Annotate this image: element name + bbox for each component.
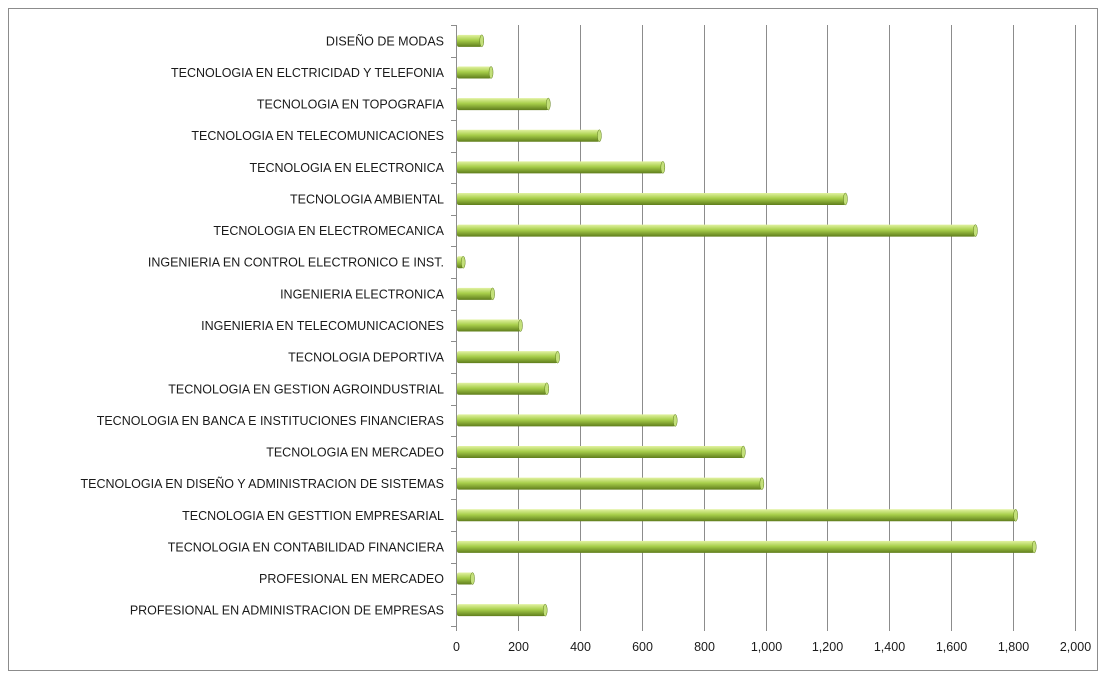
bar-end-cap [470, 572, 475, 585]
bar-body [457, 129, 600, 142]
bar-body [457, 477, 762, 490]
category-label: TECNOLOGIA AMBIENTAL [290, 192, 444, 206]
bar-end-cap [741, 445, 746, 459]
category-label: TECNOLOGIA EN GESTION AGROINDUSTRIAL [168, 382, 444, 396]
bar-body [457, 161, 663, 174]
bar [457, 382, 550, 396]
category-label: TECNOLOGIA EN ELECTRONICA [250, 161, 445, 175]
bar [457, 350, 560, 364]
category-label: PROFESIONAL EN ADMINISTRACION DE EMPRESA… [130, 604, 444, 618]
bar [457, 192, 848, 206]
bar-body [457, 540, 1035, 553]
bars [457, 34, 1037, 617]
bar [457, 445, 746, 459]
bar-body [457, 192, 846, 205]
bar-chart: DISEÑO DE MODAS TECNOLOGIA EN ELCTRICIDAD… [80, 25, 1091, 654]
x-tick-label: 1,400 [874, 640, 905, 654]
x-tick-label: 1,200 [812, 640, 843, 654]
bar [457, 129, 602, 142]
category-label: TECNOLOGIA EN ELCTRICIDAD Y TELEFONIA [171, 66, 445, 80]
bar-body [457, 604, 546, 617]
bar-body [457, 66, 492, 79]
category-label: TECNOLOGIA EN TOPOGRAFIA [257, 98, 445, 112]
category-label: TECNOLOGIA EN TELECOMUNICACIONES [191, 129, 444, 143]
bar [457, 414, 678, 427]
bar [457, 255, 466, 269]
bar-body [457, 98, 549, 111]
x-tick-label: 1,000 [751, 640, 782, 654]
bar [457, 477, 765, 490]
category-label: TECNOLOGIA DEPORTIVA [288, 351, 444, 365]
x-tick-label: 600 [632, 640, 653, 654]
x-tick-labels: 0 200 400 600 800 1,000 1,200 1,400 1,600 1,800 2,… [453, 640, 1091, 654]
x-tick-label: 1,600 [936, 640, 967, 654]
bar [457, 34, 485, 48]
bar-end-cap [973, 224, 978, 237]
category-label: TECNOLOGIA EN CONTABILIDAD FINANCIERA [168, 540, 445, 554]
category-label: INGENIERIA EN TELECOMUNICACIONES [201, 319, 444, 333]
bar-body [457, 224, 976, 237]
axes [451, 25, 1076, 631]
x-tick-label: 0 [453, 640, 460, 654]
bar-end-cap [479, 34, 485, 48]
category-label: TECNOLOGIA EN ELECTROMECANICA [213, 224, 444, 238]
bar-body [457, 319, 521, 332]
bar-end-cap [555, 350, 560, 364]
gridlines [518, 25, 1076, 626]
bar [457, 540, 1037, 554]
bar-body [457, 572, 473, 585]
bar [457, 572, 475, 585]
bar [457, 287, 495, 301]
category-label: TECNOLOGIA EN DISEÑO Y ADMINISTRACION DE… [80, 477, 444, 491]
bar-body [457, 351, 558, 364]
bar-body [457, 414, 676, 427]
category-label: INGENIERIA ELECTRONICA [280, 287, 445, 301]
bar-end-cap [672, 414, 678, 427]
category-label: INGENIERIA EN CONTROL ELECTRONICO E INST… [148, 256, 444, 270]
x-tick-label: 200 [508, 640, 529, 654]
bar [457, 66, 494, 79]
category-label: TECNOLOGIA EN GESTTION EMPRESARIAL [182, 509, 444, 523]
category-label: TECNOLOGIA EN BANCA E INSTITUCIONES FINA… [97, 414, 444, 428]
bar-end-cap [843, 192, 848, 206]
bar [457, 161, 666, 174]
bar-end-cap [759, 477, 765, 490]
category-labels: DISEÑO DE MODAS TECNOLOGIA EN ELCTRICIDAD… [80, 34, 444, 617]
bar [457, 603, 548, 617]
bar-end-cap [460, 255, 466, 269]
chart-frame: DISEÑO DE MODAS TECNOLOGIA EN ELCTRICIDAD… [8, 8, 1098, 671]
bar-end-cap [490, 287, 495, 301]
bar-body [457, 382, 547, 395]
category-label: TECNOLOGIA EN MERCADEO [266, 446, 444, 460]
x-tick-label: 2,000 [1060, 640, 1091, 654]
bar-end-cap [597, 129, 602, 142]
category-label: DISEÑO DE MODAS [326, 34, 444, 48]
bar-end-cap [546, 97, 551, 111]
bar-end-cap [518, 319, 523, 332]
x-tick-label: 1,800 [998, 640, 1029, 654]
bar [457, 509, 1018, 522]
category-label: PROFESIONAL EN MERCADEO [259, 572, 444, 586]
bar-body [457, 287, 493, 300]
bar-body [457, 34, 482, 47]
bar-end-cap [1031, 540, 1037, 554]
x-tick-label: 400 [570, 640, 591, 654]
bar-body [457, 509, 1016, 522]
bar [457, 224, 978, 237]
bar-end-cap [488, 66, 494, 79]
bar-end-cap [542, 603, 548, 617]
bar-end-cap [1013, 509, 1018, 522]
bar-end-cap [660, 161, 666, 174]
bar [457, 319, 523, 332]
x-tick-label: 800 [694, 640, 715, 654]
bar [457, 97, 551, 111]
bar-body [457, 446, 744, 459]
bar-end-cap [544, 382, 550, 396]
